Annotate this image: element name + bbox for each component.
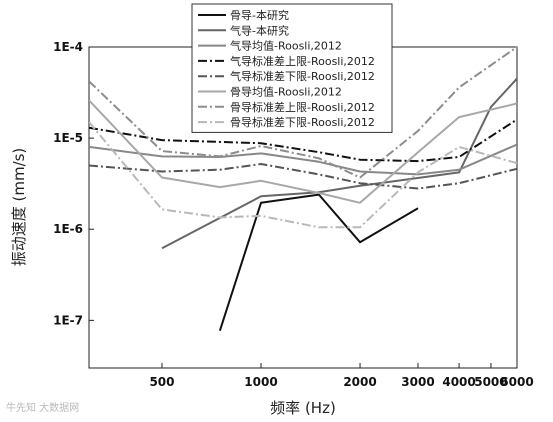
series-layer <box>89 47 517 332</box>
legend-box <box>191 3 393 133</box>
x-tick-label: 4000 <box>442 375 475 389</box>
x-tick-label: 1000 <box>244 375 277 389</box>
y-tick-label: 1E-4 <box>53 40 83 54</box>
series-line-7 <box>89 47 517 179</box>
x-tick-label: 5000 <box>474 375 507 389</box>
x-tick-label: 500 <box>149 375 174 389</box>
legend-label: 骨导标准差下限-Roosli,2012 <box>230 115 375 129</box>
legend-label: 气导标准差下限-Roosli,2012 <box>230 69 375 83</box>
series-line-5 <box>89 163 517 190</box>
series-line-3 <box>89 143 517 176</box>
series-line-2 <box>161 77 517 250</box>
series-line-1 <box>218 193 419 332</box>
legend-label: 气导标准差上限-Roosli,2012 <box>230 54 375 68</box>
y-tick-label: 1E-6 <box>53 222 83 236</box>
y-axis-title: 振动速度 (mm/s) <box>10 148 28 267</box>
legend: 骨导-本研究气导-本研究气导均值-Roosli,2012气导标准差上限-Roos… <box>191 3 393 133</box>
legend-label: 气导-本研究 <box>230 23 289 37</box>
series-line-6 <box>89 99 517 204</box>
x-tick-label: 6000 <box>500 375 533 389</box>
legend-label: 骨导均值-Roosli,2012 <box>230 86 342 99</box>
x-tick-label: 2000 <box>343 375 376 389</box>
series-line-8 <box>89 121 517 229</box>
legend-label: 气导均值-Roosli,2012 <box>230 39 342 53</box>
x-axis-title: 频率 (Hz) <box>270 399 336 417</box>
series-line-4 <box>89 118 517 163</box>
legend-label: 骨导标准差上限-Roosli,2012 <box>230 100 375 114</box>
watermark: 牛先知 大数据网 <box>6 403 80 414</box>
y-tick-label: 1E-7 <box>53 313 83 327</box>
x-tick-label: 3000 <box>401 375 434 389</box>
y-tick-label: 1E-5 <box>53 131 83 145</box>
legend-label: 骨导-本研究 <box>230 8 289 22</box>
